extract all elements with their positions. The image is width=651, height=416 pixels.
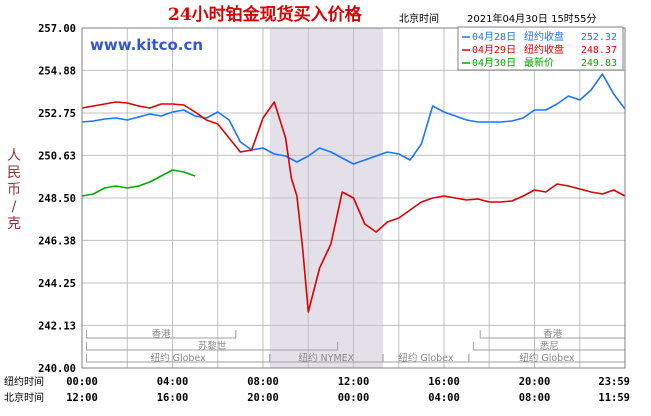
y-axis-label-char: 克	[7, 216, 21, 232]
x-axis-row-label: 纽约时间	[4, 375, 44, 388]
y-tick-label: 254.88	[38, 65, 76, 77]
series-lines	[81, 73, 626, 313]
brand-watermark: www.kitco.cn	[90, 36, 203, 54]
x-tick-label: 12:00	[66, 392, 98, 404]
plot-frame	[81, 27, 626, 369]
y-axis-label-char: /	[12, 199, 17, 215]
y-tick-labels: 257.00 254.88 252.75 250.63 248.50 246.38 244.…	[38, 23, 76, 375]
market-region-bracket	[86, 342, 339, 351]
market-region-label: 纽约 Globex	[151, 352, 207, 364]
x-tick-label: 11:59	[598, 392, 630, 404]
series-line-apr30	[81, 169, 196, 197]
legend-date: 04月30日	[472, 57, 516, 69]
series-line-apr29	[81, 101, 626, 313]
market-region-label: 纽约 Globex	[398, 352, 454, 364]
legend-label: 最新价	[524, 56, 554, 69]
y-tick-label: 252.75	[38, 108, 76, 120]
legend-value: 252.32	[581, 32, 617, 43]
y-axis-label: 人民币/克	[7, 148, 21, 232]
market-region-label: 香港	[543, 328, 563, 340]
header-timestamp: 2021年04月30日 15时55分	[467, 12, 597, 25]
legend-label: 纽约收盘	[524, 30, 564, 43]
market-region-bracket	[86, 330, 237, 339]
x-tick-labels: 纽约时间 00:00 04:00 08:00 12:00 16:00 20:00 23:59 北…	[4, 375, 630, 404]
x-tick-label: 23:59	[598, 376, 630, 388]
chart-title: 24小时铂金现货买入价格	[168, 4, 363, 25]
y-tick-label: 240.00	[38, 363, 76, 375]
y-axis-label-char: 币	[7, 182, 21, 198]
y-tick-label: 250.63	[38, 150, 76, 162]
header-timezone: 北京时间	[399, 12, 439, 25]
market-region-label: 苏黎世	[198, 340, 227, 352]
x-tick-label: 04:00	[157, 376, 189, 388]
legend-date: 04月28日	[472, 31, 516, 43]
x-tick-label: 12:00	[338, 376, 370, 388]
x-tick-label: 00:00	[66, 376, 98, 388]
y-tick-label: 246.38	[38, 235, 76, 247]
x-tick-label: 20:00	[247, 392, 279, 404]
market-region-label: 悉尼	[540, 340, 559, 352]
x-tick-label: 00:00	[338, 392, 370, 404]
market-region-label: 香港	[152, 328, 172, 340]
legend-label: 纽约收盘	[524, 43, 564, 56]
market-region-label: 纽约 NYMEX	[299, 352, 355, 364]
x-axis-row-label: 北京时间	[4, 391, 44, 404]
series-line-apr28	[81, 73, 626, 165]
y-tick-label: 242.13	[38, 320, 76, 332]
legend-box	[457, 26, 624, 71]
x-tick-label: 16:00	[157, 392, 189, 404]
grid-lines	[81, 27, 626, 369]
legend: 04月28日 纽约收盘 252.32 04月29日 纽约收盘 248.37 04月30日 最新…	[457, 26, 624, 71]
legend-date: 04月29日	[472, 44, 516, 56]
y-tick-label: 248.50	[38, 193, 76, 205]
x-tick-label: 16:00	[428, 376, 460, 388]
x-tick-label: 08:00	[519, 392, 551, 404]
x-tick-label: 08:00	[247, 376, 279, 388]
x-tick-label: 04:00	[428, 392, 460, 404]
legend-value: 248.37	[581, 45, 617, 56]
y-tick-label: 257.00	[38, 23, 76, 35]
y-axis-label-char: 人	[7, 148, 21, 164]
x-tick-label: 20:00	[519, 376, 551, 388]
market-region-label: 纽约 Globex	[519, 352, 575, 364]
legend-value: 249.83	[581, 58, 617, 69]
y-axis-label-char: 民	[7, 165, 21, 181]
y-tick-label: 244.25	[38, 278, 76, 290]
